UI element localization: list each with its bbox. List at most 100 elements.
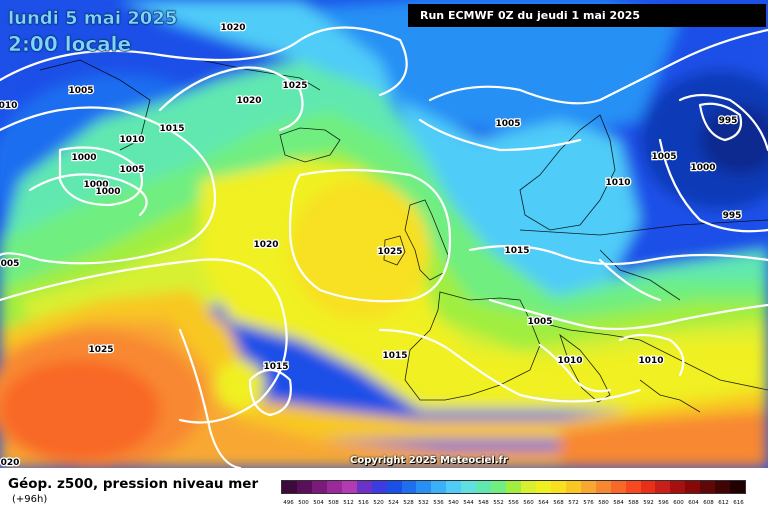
scale-swatch	[595, 481, 611, 493]
scale-swatch	[386, 481, 402, 493]
run-label: Run ECMWF 0Z du jeudi 1 mai 2025	[408, 4, 766, 27]
scale-value: 536	[433, 500, 444, 506]
pressure-label: 020	[1, 458, 20, 468]
scale-value: 520	[373, 500, 384, 506]
scale-value: 532	[418, 500, 429, 506]
scale-value: 564	[538, 500, 549, 506]
scale-swatch	[296, 481, 312, 493]
legend-subtitle: (+96h)	[12, 494, 48, 505]
pressure-label: 1010	[605, 178, 630, 188]
scale-swatch	[730, 481, 746, 493]
pressure-label: 1000	[690, 163, 715, 173]
scale-swatch	[326, 481, 342, 493]
scale-value: 504	[313, 500, 324, 506]
scale-swatch	[476, 481, 492, 493]
scale-value: 580	[598, 500, 609, 506]
pressure-label: 1015	[159, 124, 184, 134]
forecast-date: lundi 5 mai 2025	[8, 8, 178, 29]
scale-value: 500	[298, 500, 309, 506]
pressure-label: 005	[1, 259, 20, 269]
pressure-label: 1005	[495, 119, 520, 129]
pressure-label: 995	[723, 211, 742, 221]
scale-value: 496	[283, 500, 294, 506]
pressure-label: 1015	[382, 351, 407, 361]
scale-value: 512	[343, 500, 354, 506]
pressure-label: 1000	[71, 153, 96, 163]
scale-value: 600	[673, 500, 684, 506]
isobars	[0, 26, 768, 468]
pressure-label: 1010	[119, 135, 144, 145]
scale-swatch	[446, 481, 462, 493]
scale-swatch	[282, 481, 297, 493]
scale-swatch	[700, 481, 716, 493]
pressure-label: 1005	[527, 317, 552, 327]
pressure-label: 1025	[377, 247, 402, 257]
scale-value: 608	[703, 500, 714, 506]
color-scale	[281, 480, 746, 494]
scale-swatch	[416, 481, 432, 493]
scale-value: 572	[568, 500, 579, 506]
scale-swatch	[491, 481, 507, 493]
scale-value: 584	[613, 500, 624, 506]
scale-value: 568	[553, 500, 564, 506]
pressure-labels: 1020100501010251020101510101000100510001…	[0, 22, 743, 468]
scale-value: 576	[583, 500, 594, 506]
scale-swatch	[715, 481, 731, 493]
scale-value: 604	[688, 500, 699, 506]
scale-swatch	[625, 481, 641, 493]
pressure-label: 1000	[95, 187, 120, 197]
scale-swatch	[311, 481, 327, 493]
scale-swatch	[580, 481, 596, 493]
scale-swatch	[356, 481, 372, 493]
scale-value: 548	[478, 500, 489, 506]
scale-value: 508	[328, 500, 339, 506]
pressure-label: 1025	[88, 345, 113, 355]
scale-swatch	[685, 481, 701, 493]
weather-map: 1020100501010251020101510101000100510001…	[0, 0, 768, 468]
scale-value: 596	[658, 500, 669, 506]
scale-value: 616	[733, 500, 744, 506]
scale-swatch	[550, 481, 566, 493]
scale-value: 612	[718, 500, 729, 506]
pressure-label: 1020	[236, 96, 261, 106]
pressure-label: 1005	[68, 86, 93, 96]
scale-swatch	[640, 481, 656, 493]
scale-value: 592	[643, 500, 654, 506]
pressure-label: 1020	[220, 23, 245, 33]
pressure-label: 1010	[557, 356, 582, 366]
scale-swatch	[535, 481, 551, 493]
scale-value: 560	[523, 500, 534, 506]
pressure-label: 1015	[263, 362, 288, 372]
scale-swatch	[565, 481, 581, 493]
scale-swatch	[431, 481, 447, 493]
scale-value: 524	[388, 500, 399, 506]
pressure-label: 1000	[83, 180, 108, 190]
pressure-label: 010	[0, 101, 17, 111]
scale-swatch	[521, 481, 536, 493]
scale-swatch	[371, 481, 387, 493]
pressure-label: 995	[719, 116, 738, 126]
scale-swatch	[610, 481, 626, 493]
scale-value: 556	[508, 500, 519, 506]
pressure-label: 1010	[638, 356, 663, 366]
color-scale-labels: 496 500 504 508 512 516 520 524 528 532 536 540 544 5…	[281, 500, 746, 509]
scale-value: 552	[493, 500, 504, 506]
scale-swatch	[655, 481, 671, 493]
scale-value: 528	[403, 500, 414, 506]
scale-value: 540	[448, 500, 459, 506]
copyright: Copyright 2025 Meteociel.fr	[350, 455, 508, 466]
scale-swatch	[506, 481, 521, 493]
scale-value: 588	[628, 500, 639, 506]
legend-title: Géop. z500, pression niveau mer	[8, 476, 259, 492]
scale-value: 516	[358, 500, 369, 506]
scale-value: 544	[463, 500, 474, 506]
pressure-label: 1020	[253, 240, 278, 250]
pressure-label: 1015	[504, 246, 529, 256]
scale-swatch	[670, 481, 686, 493]
scale-swatch	[341, 481, 357, 493]
forecast-local-time: 2:00 locale	[8, 32, 132, 56]
pressure-label: 1005	[119, 165, 144, 175]
scale-swatch	[461, 481, 477, 493]
pressure-label: 1005	[651, 152, 676, 162]
